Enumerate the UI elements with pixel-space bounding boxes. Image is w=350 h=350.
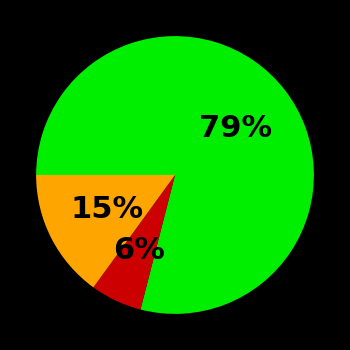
Wedge shape <box>93 175 175 309</box>
Text: 15%: 15% <box>70 195 144 224</box>
Text: 79%: 79% <box>199 114 272 143</box>
Wedge shape <box>36 36 314 314</box>
Wedge shape <box>36 175 175 287</box>
Text: 6%: 6% <box>114 236 166 265</box>
